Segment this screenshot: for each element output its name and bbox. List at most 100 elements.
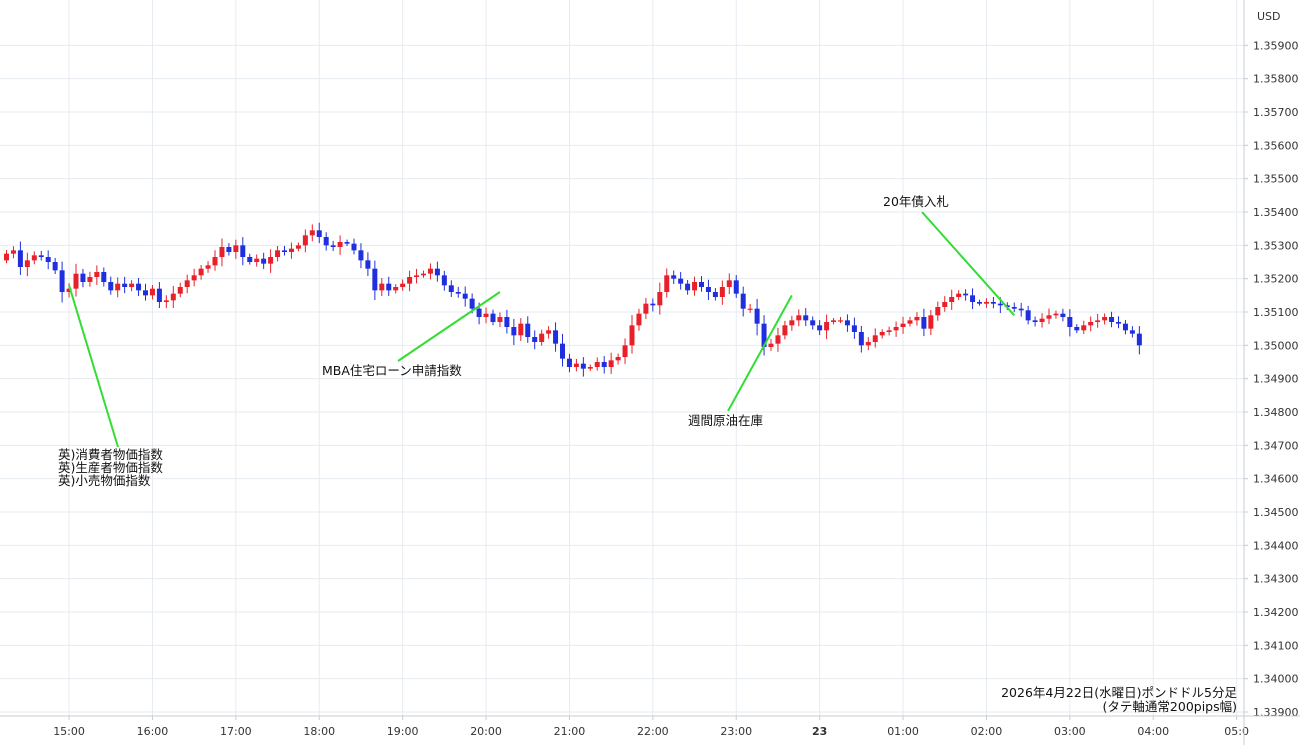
y-tick-label: 1.35600	[1253, 139, 1299, 152]
candle-body	[956, 293, 962, 297]
candle-body	[351, 243, 357, 251]
candle-body	[1102, 317, 1108, 321]
candle-body	[1116, 322, 1121, 324]
candle-body	[532, 337, 538, 342]
candle-body	[650, 303, 656, 306]
candle-body	[657, 292, 663, 306]
candle-body	[1095, 320, 1101, 322]
y-tick-label: 1.35500	[1253, 173, 1299, 186]
x-tick-label: 22:00	[637, 725, 669, 738]
candle-body	[462, 293, 468, 299]
candle-body	[191, 275, 197, 281]
candle-body	[288, 248, 294, 252]
candle-body	[407, 277, 413, 284]
candle-body	[990, 302, 996, 304]
candle-body	[1025, 310, 1031, 321]
candle-body	[233, 245, 239, 252]
currency-label[interactable]: USD	[1257, 10, 1281, 23]
candle-body	[393, 287, 399, 291]
candle-body	[740, 293, 746, 309]
candle-body	[504, 317, 510, 327]
candle-body	[386, 283, 392, 291]
annotation-label: 英)生産者物価指数	[58, 460, 163, 475]
annotation-label: 20年債入札	[883, 194, 949, 209]
candle-body	[247, 257, 253, 262]
candle-body	[205, 265, 211, 269]
candle-body	[879, 332, 885, 336]
y-tick-label: 1.35200	[1253, 273, 1299, 286]
x-tick-label: 23:00	[720, 725, 752, 738]
candle-body	[580, 363, 586, 369]
x-tick-label: 05:0	[1224, 725, 1249, 738]
y-tick-label: 1.34000	[1253, 673, 1299, 686]
candle-body	[963, 293, 969, 296]
candle-body	[518, 323, 524, 336]
y-tick-label: 1.35800	[1253, 73, 1299, 86]
candle-body	[275, 250, 281, 257]
y-tick-label: 1.34700	[1253, 439, 1299, 452]
candle-body	[45, 257, 51, 262]
candles	[4, 222, 1142, 377]
candle-body	[1060, 313, 1066, 317]
x-tick-label: 16:00	[137, 725, 169, 738]
candle-body	[66, 288, 72, 292]
chart-title: 2026年4月22日(水曜日)ポンドドル5分足	[1001, 685, 1237, 700]
candle-body	[601, 362, 607, 367]
y-tick-label: 1.34300	[1253, 573, 1299, 586]
candle-body	[455, 292, 461, 294]
candle-body	[726, 280, 732, 287]
x-tick-label: 15:00	[53, 725, 85, 738]
y-tick-label: 1.35300	[1253, 239, 1299, 252]
chart-subtitle: (タテ軸通常200pips幅)	[1103, 699, 1237, 714]
x-tick-label: 23	[812, 725, 827, 738]
candle-body	[379, 283, 385, 291]
annotation-pointer	[921, 211, 1015, 316]
x-tick-label: 03:00	[1054, 725, 1086, 738]
candle-body	[1081, 325, 1087, 331]
x-tick-label: 21:00	[554, 725, 586, 738]
candle-body	[421, 273, 426, 276]
candle-body	[831, 320, 837, 322]
candle-body	[775, 335, 781, 344]
candle-body	[226, 247, 232, 252]
candle-body	[893, 327, 899, 331]
candle-body	[344, 242, 350, 244]
candle-body	[94, 272, 100, 277]
candle-body	[136, 283, 142, 291]
candle-body	[490, 313, 496, 322]
candle-body	[177, 287, 183, 294]
candle-body	[573, 363, 579, 367]
candle-body	[4, 253, 9, 261]
x-tick-label: 04:00	[1137, 725, 1169, 738]
candle-body	[1074, 327, 1080, 331]
candle-body	[838, 320, 843, 322]
candle-body	[629, 325, 635, 346]
candle-body	[483, 313, 489, 317]
candle-body	[921, 317, 927, 329]
candle-body	[907, 320, 913, 324]
candle-body	[643, 303, 649, 314]
candle-body	[212, 257, 218, 266]
candle-body	[824, 322, 830, 331]
annotation-pointer	[397, 291, 501, 362]
candle-body	[414, 275, 420, 277]
candle-body	[469, 298, 475, 309]
candle-body	[268, 257, 274, 264]
candle-body	[1088, 322, 1094, 326]
annotation-label: 英)消費者物価指数	[58, 447, 163, 462]
candle-body	[1053, 313, 1059, 316]
candle-body	[747, 308, 753, 310]
candle-body	[302, 235, 308, 246]
candle-body	[115, 283, 121, 291]
candle-body	[156, 288, 162, 302]
candle-body	[330, 245, 336, 247]
y-tick-label: 1.34800	[1253, 406, 1299, 419]
candle-body	[525, 323, 531, 337]
candle-body	[448, 285, 454, 292]
candle-body	[678, 278, 684, 284]
annotation-label: 週間原油在庫	[688, 413, 763, 428]
candle-body	[754, 308, 760, 324]
candle-body	[761, 323, 767, 347]
candle-body	[546, 330, 552, 334]
